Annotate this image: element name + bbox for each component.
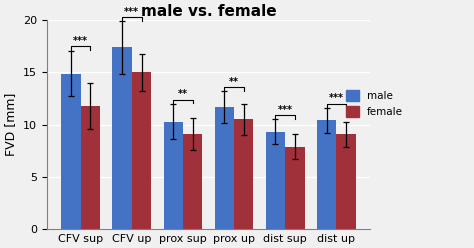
Bar	[61, 74, 81, 229]
Bar	[234, 120, 254, 229]
Bar	[112, 47, 132, 229]
Text: ***: ***	[73, 36, 88, 46]
Bar	[81, 106, 100, 229]
Bar	[164, 122, 183, 229]
Text: ***: ***	[124, 7, 139, 17]
Bar	[336, 134, 356, 229]
Text: **: **	[178, 89, 188, 99]
Text: ***: ***	[278, 105, 292, 115]
Bar	[132, 72, 151, 229]
Text: ***: ***	[329, 93, 344, 103]
Title: male vs. female: male vs. female	[141, 4, 276, 19]
Bar	[317, 121, 336, 229]
Legend: male, female: male, female	[342, 86, 407, 122]
Y-axis label: FVD [mm]: FVD [mm]	[4, 93, 17, 156]
Bar	[285, 147, 305, 229]
Bar	[183, 134, 202, 229]
Text: **: **	[229, 77, 239, 87]
Bar	[266, 132, 285, 229]
Bar	[215, 107, 234, 229]
